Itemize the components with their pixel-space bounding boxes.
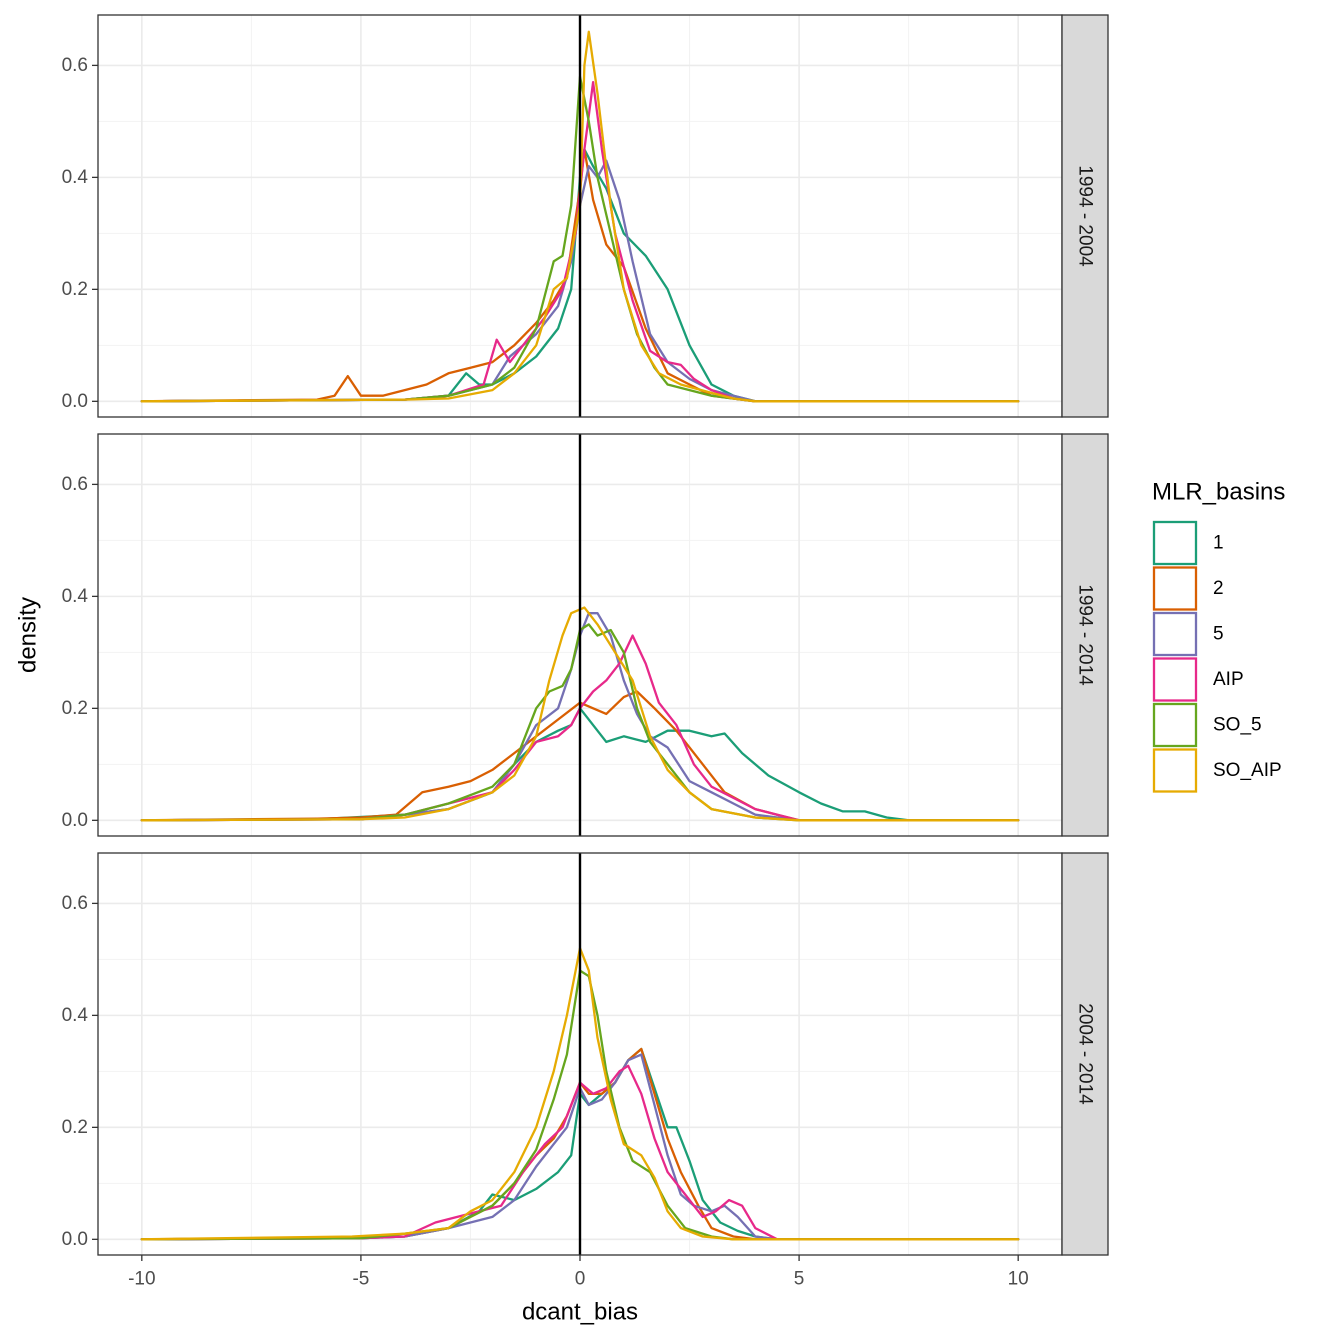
density-line-so-aip <box>140 606 1020 822</box>
density-line-5 <box>140 1053 1020 1241</box>
legend-key-2 <box>1152 566 1198 611</box>
legend-key-so-5 <box>1152 702 1198 748</box>
y-tick-label: 0.4 <box>62 167 89 188</box>
y-tick-label: 0.2 <box>62 279 88 300</box>
y-tick-label: 0.2 <box>62 1117 88 1138</box>
legend-key-aip <box>1152 657 1198 702</box>
legend-label: 2 <box>1213 578 1224 599</box>
legend-key-5 <box>1152 611 1198 657</box>
density-line-so-5 <box>140 75 1020 403</box>
facet-strip-label: 2004 - 2014 <box>1075 1003 1096 1105</box>
facet-panel-1: 1994 - 2004 0.0 0.2 0.4 0.6 <box>62 14 1109 418</box>
facet-strip <box>1061 14 1109 418</box>
y-tick-label: 0.0 <box>62 391 88 412</box>
facet-panel-2: 1994 - 2014 0.0 0.2 0.4 0.6 <box>62 433 1109 837</box>
y-axis-title: density <box>15 597 42 673</box>
facet-strip <box>1061 852 1109 1256</box>
legend: MLR_basins 1 2 5 AIP SO_5 SO_AIP <box>1152 479 1285 793</box>
y-tick-label: 0.4 <box>62 586 89 607</box>
x-tick-label: -10 <box>128 1269 155 1290</box>
y-tick-label: 0.6 <box>62 55 88 76</box>
x-tick-label: 10 <box>1008 1269 1029 1290</box>
facet-strip <box>1061 433 1109 837</box>
x-tick-label: 0 <box>575 1269 586 1290</box>
density-line-aip <box>140 1064 1020 1241</box>
facet-panel-3: 2004 - 2014 0.0 0.2 0.4 0.6 -10 -5 0 5 10 <box>62 852 1109 1290</box>
legend-label: 1 <box>1213 533 1224 554</box>
density-line-so-aip <box>140 947 1020 1241</box>
y-tick-label: 0.2 <box>62 698 88 719</box>
y-tick-label: 0.4 <box>62 1005 89 1026</box>
x-tick-label: -5 <box>352 1269 369 1290</box>
legend-label: AIP <box>1213 669 1244 690</box>
legend-key-so-aip <box>1152 748 1198 793</box>
legend-label: SO_5 <box>1213 715 1262 736</box>
x-tick-label: 5 <box>794 1269 805 1290</box>
series-group <box>140 947 1020 1241</box>
legend-label: 5 <box>1213 624 1224 645</box>
density-line-so-5 <box>140 969 1020 1241</box>
y-tick-label: 0.6 <box>62 474 88 495</box>
facet-strip-label: 1994 - 2014 <box>1075 584 1096 686</box>
y-tick-label: 0.0 <box>62 810 88 831</box>
density-line-aip <box>140 81 1020 403</box>
series-group <box>140 30 1020 403</box>
legend-key-1 <box>1152 520 1198 566</box>
density-line-so-aip <box>140 30 1020 403</box>
y-tick-label: 0.0 <box>62 1229 88 1250</box>
y-tick-label: 0.6 <box>62 893 88 914</box>
legend-title: MLR_basins <box>1152 479 1285 506</box>
legend-label: SO_AIP <box>1213 760 1282 781</box>
x-axis-title: dcant_bias <box>522 1299 638 1326</box>
facet-strip-label: 1994 - 2004 <box>1075 165 1096 267</box>
